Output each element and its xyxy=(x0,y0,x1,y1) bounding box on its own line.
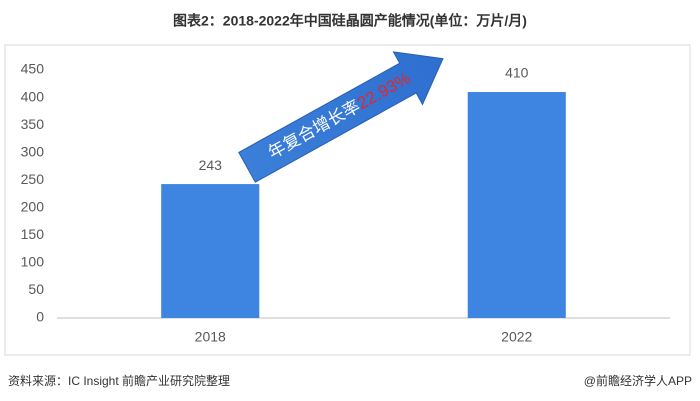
value-label: 243 xyxy=(199,157,223,173)
chart-title: 图表2：2018-2022年中国硅晶圆产能情况(单位：万片/月) xyxy=(173,13,527,29)
growth-arrow: 年复合增长率22.93% xyxy=(238,51,444,183)
y-tick-label: 150 xyxy=(21,226,45,242)
bar xyxy=(467,92,566,319)
plot-frame xyxy=(4,44,691,356)
value-label: 410 xyxy=(505,65,529,81)
x-tick-label: 2018 xyxy=(195,329,226,345)
y-tick-label: 250 xyxy=(21,171,45,187)
y-tick-label: 400 xyxy=(21,88,45,104)
y-tick-label: 350 xyxy=(21,116,45,132)
bar xyxy=(161,184,260,318)
annotation: 年复合增长率22.93% xyxy=(265,69,414,163)
x-tick-label: 2022 xyxy=(501,329,532,345)
y-tick-label: 50 xyxy=(28,281,44,297)
y-tick-label: 300 xyxy=(21,143,45,159)
y-tick-label: 450 xyxy=(21,61,45,77)
y-tick-label: 0 xyxy=(36,309,44,325)
arrow-shape xyxy=(238,51,444,183)
y-tick-label: 100 xyxy=(21,254,45,270)
credit: @前瞻经济学人APP xyxy=(584,373,692,388)
source: 资料来源：IC Insight 前瞻产业研究院整理 xyxy=(8,373,230,388)
y-tick-label: 200 xyxy=(21,198,45,214)
